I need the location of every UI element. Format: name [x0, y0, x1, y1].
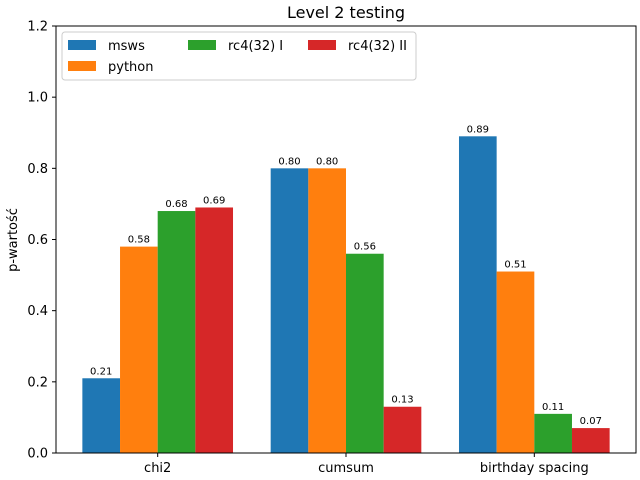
- y-axis-label: p-wartość: [6, 208, 21, 272]
- data-label: 0.69: [203, 195, 225, 206]
- legend: msws python rc4(32) I rc4(32) II: [61, 31, 417, 81]
- bar-rc4-32-i-birthday-spacing: [534, 413, 572, 453]
- legend-label: python: [108, 60, 153, 75]
- bar-python-chi2: [120, 246, 158, 453]
- legend-swatch: [308, 40, 336, 50]
- y-tick-label: 0.8: [27, 162, 48, 177]
- legend-label: rc4(32) I: [228, 39, 283, 54]
- data-label: 0.51: [504, 260, 526, 271]
- plot-frame: [55, 25, 637, 454]
- data-label: 0.80: [278, 156, 300, 167]
- data-label: 0.07: [580, 416, 602, 427]
- bar-rc4-32-ii-birthday-spacing: [571, 428, 610, 453]
- data-label: 0.68: [165, 199, 187, 210]
- legend-swatch: [68, 61, 96, 71]
- legend-label: msws: [108, 39, 145, 54]
- y-tick-label: 0.0: [27, 447, 48, 462]
- bar-python-birthday-spacing: [496, 271, 535, 453]
- y-tick-label: 0.6: [27, 233, 48, 248]
- bar-python-cumsum: [308, 168, 346, 454]
- bars-group: [82, 136, 610, 454]
- data-label: 0.80: [316, 156, 338, 167]
- bar-rc4-32-ii-chi2: [195, 207, 234, 453]
- y-tick-label: 0.2: [27, 375, 48, 390]
- y-axis: 0.0 0.2 0.4 0.6 0.8 1.0 1.2: [27, 20, 56, 462]
- data-label: 0.13: [391, 395, 413, 406]
- x-tick-label: chi2: [144, 461, 171, 476]
- data-label: 0.11: [542, 402, 564, 413]
- y-tick-label: 0.4: [27, 304, 48, 319]
- legend-swatch: [68, 40, 96, 50]
- data-label: 0.21: [90, 366, 112, 377]
- data-label: 0.89: [467, 124, 489, 135]
- y-tick-label: 1.0: [27, 91, 48, 106]
- bar-msws-chi2: [82, 378, 121, 453]
- data-label: 0.58: [128, 235, 150, 246]
- legend-label: rc4(32) II: [348, 39, 407, 54]
- chart-title: Level 2 testing: [287, 3, 405, 22]
- data-label: 0.56: [354, 242, 376, 253]
- bar-msws-birthday-spacing: [458, 136, 497, 453]
- x-tick-label: cumsum: [318, 461, 374, 476]
- data-labels-group: 0.21 0.80 0.89 0.58 0.80 0.51 0.68 0.56 0.11 0.69…: [90, 124, 602, 427]
- x-tick-label: birthday spacing: [480, 461, 589, 476]
- bar-rc4-32-i-chi2: [157, 211, 196, 453]
- x-axis: chi2 cumsum birthday spacing: [144, 453, 589, 476]
- bar-msws-cumsum: [270, 168, 309, 454]
- y-tick-label: 1.2: [27, 20, 48, 35]
- legend-swatch: [188, 40, 216, 50]
- bar-rc4-32-i-cumsum: [346, 253, 384, 453]
- bar-rc4-32-ii-cumsum: [383, 406, 422, 453]
